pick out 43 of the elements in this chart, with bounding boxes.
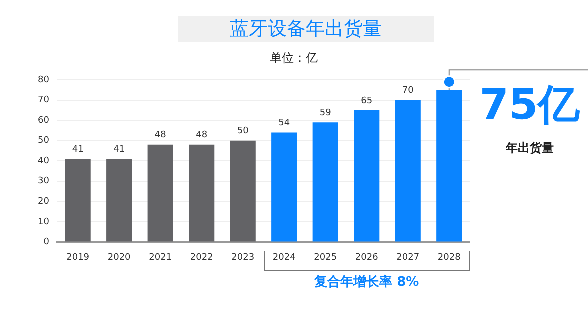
bar [189,144,215,242]
y-tick-label: 50 [38,136,50,146]
data-label: 70 [402,86,414,96]
x-tick-label: 2019 [66,252,90,263]
bar [272,132,298,242]
bar [312,122,338,242]
x-tick-label: 2026 [355,252,379,263]
bar [395,100,421,242]
x-tick-label: 2020 [108,252,132,263]
y-tick-label: 10 [38,217,50,228]
bar [354,110,380,242]
annotation: 75亿 [480,80,582,130]
bar [436,90,462,242]
x-tick-label: 2025 [314,252,338,263]
data-label: 50 [237,126,250,137]
data-label: 65 [361,96,373,106]
y-tick-label: 30 [38,176,50,187]
x-tick-label: 2024 [272,252,296,263]
y-tick-label: 60 [38,116,50,126]
x-tick-label: 2028 [438,252,462,263]
data-label: 41 [72,144,84,155]
text: 复合年增长率 8% [314,274,420,292]
y-tick-label: 20 [38,196,50,207]
bar [65,159,91,242]
data-label: 48 [154,130,167,141]
x-tick-label: 2022 [190,252,214,263]
chart-title: 蓝牙设备年出货量 [178,16,434,42]
y-tick-label: 40 [38,156,50,166]
chart-subtitle: 单位：亿 [269,50,319,67]
data-label: 54 [278,118,290,129]
x-tick-label: 2027 [396,252,420,263]
data-label: 48 [196,130,208,141]
bar [230,140,256,242]
bar [148,144,174,242]
y-tick-label: 0 [44,238,50,248]
bar [106,159,132,242]
data-label: 41 [114,144,126,155]
data-label: 59 [320,108,332,118]
text: 年出货量 [504,140,555,157]
y-tick-label: 70 [38,96,50,106]
x-tick-label: 2023 [232,252,255,263]
x-tick-label: 2021 [149,252,172,263]
y-tick-label: 80 [38,75,50,86]
